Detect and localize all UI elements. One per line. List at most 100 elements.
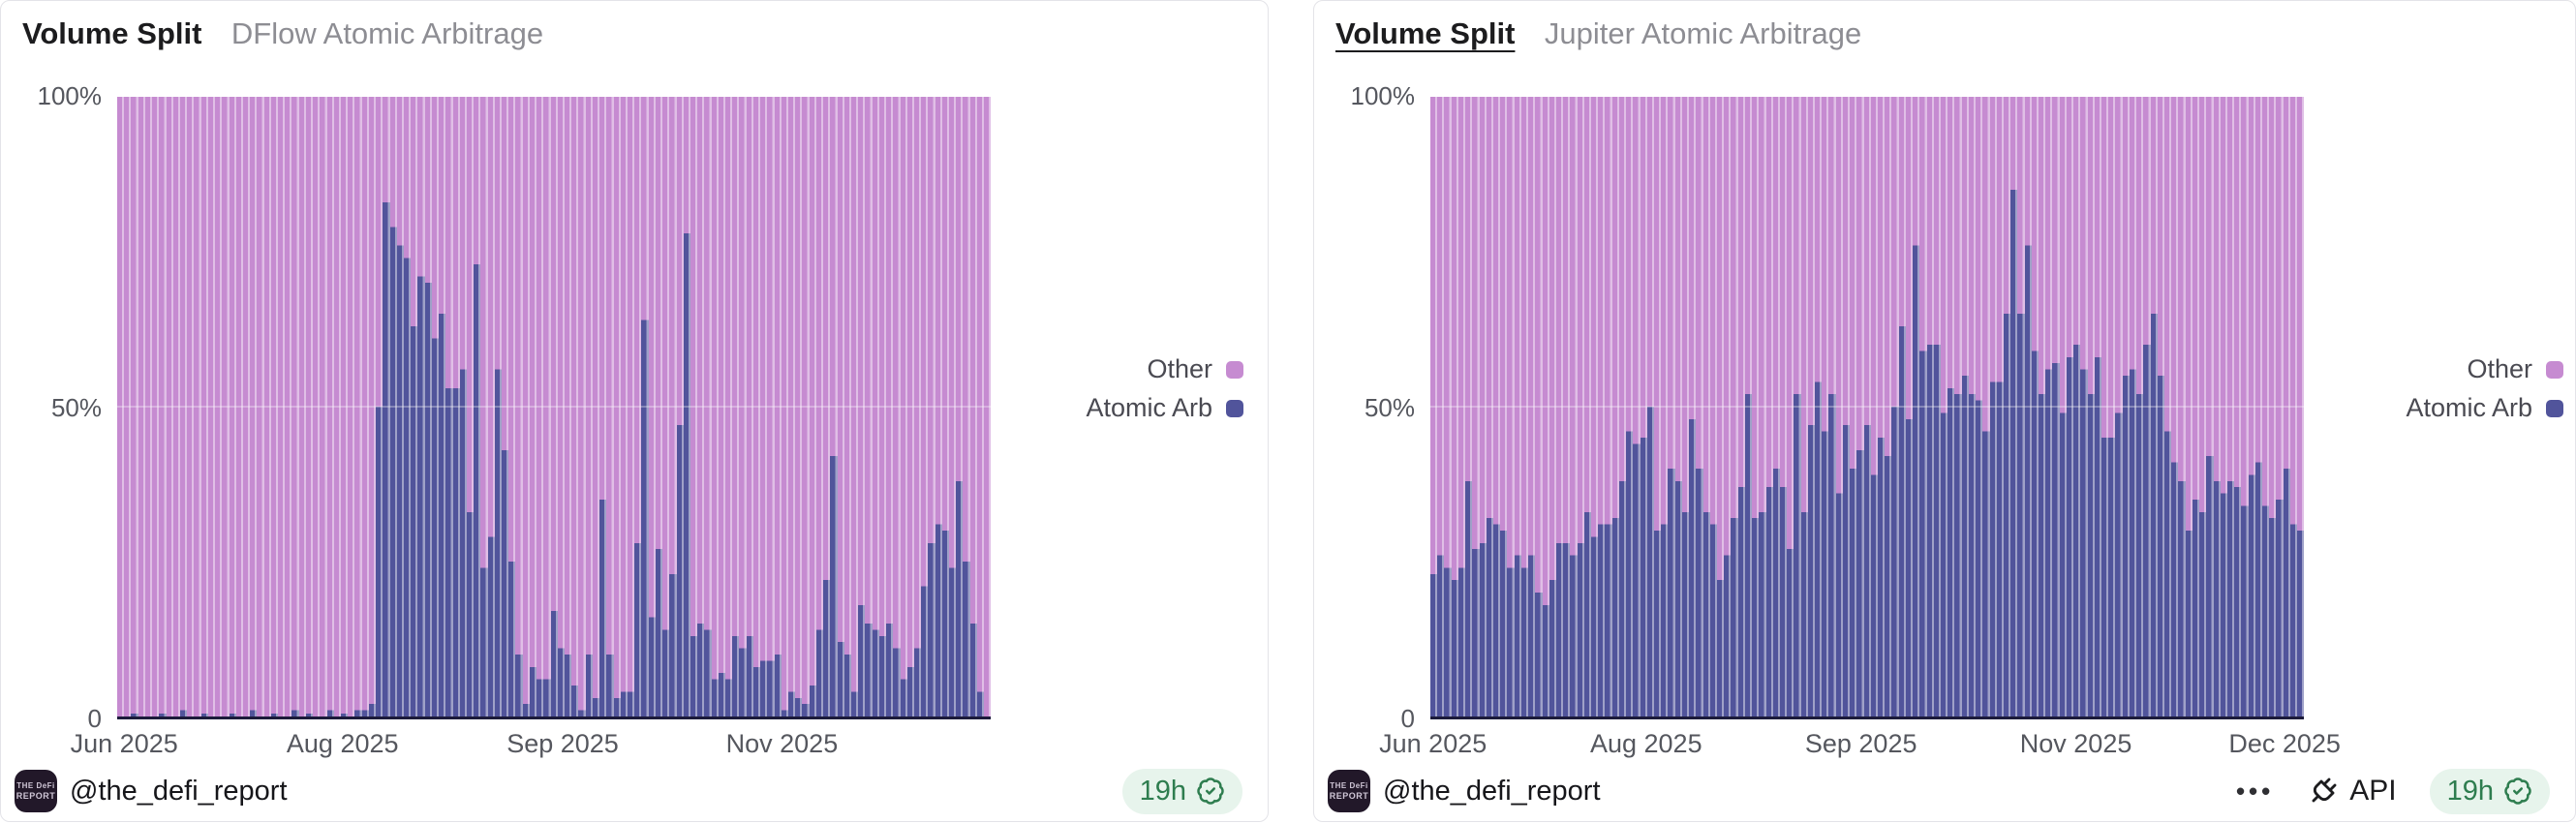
legend-item-other[interactable]: Other — [1086, 354, 1243, 384]
stacked-bar[interactable] — [144, 97, 153, 716]
stacked-bar[interactable] — [1870, 97, 1878, 716]
stacked-bar[interactable] — [403, 97, 412, 716]
stacked-bar[interactable] — [1772, 97, 1780, 716]
stacked-bar[interactable] — [2163, 97, 2172, 716]
stacked-bar[interactable] — [906, 97, 914, 716]
stacked-bar[interactable] — [872, 97, 879, 716]
stacked-bar[interactable] — [431, 97, 440, 716]
stacked-bar[interactable] — [1794, 97, 1801, 716]
stacked-bar[interactable] — [2122, 97, 2130, 716]
stacked-bar[interactable] — [1835, 97, 1843, 716]
stacked-bar[interactable] — [809, 97, 816, 716]
stacked-bar[interactable] — [1709, 97, 1717, 716]
age-badge[interactable]: 19h — [1121, 768, 1242, 814]
stacked-bar[interactable] — [2150, 97, 2158, 716]
stacked-bar[interactable] — [494, 97, 503, 716]
stacked-bar[interactable] — [326, 97, 334, 716]
stacked-bar[interactable] — [1878, 97, 1886, 716]
stacked-bar[interactable] — [2115, 97, 2123, 716]
stacked-bar[interactable] — [815, 97, 824, 716]
stacked-bar[interactable] — [529, 97, 537, 716]
stacked-bar[interactable] — [298, 97, 306, 716]
stacked-bar[interactable] — [2031, 97, 2039, 716]
stacked-bar[interactable] — [1779, 97, 1788, 716]
stacked-bar[interactable] — [2066, 97, 2074, 716]
stacked-bar[interactable] — [2248, 97, 2255, 716]
stacked-bar[interactable] — [138, 97, 145, 716]
attribution[interactable]: THE DeFi REPORT @the_defi_report — [1328, 770, 1601, 812]
stacked-bar[interactable] — [2017, 97, 2025, 716]
stacked-bar[interactable] — [913, 97, 922, 716]
stacked-bar[interactable] — [1940, 97, 1948, 716]
stacked-bar[interactable] — [522, 97, 530, 716]
stacked-bar[interactable] — [893, 97, 901, 716]
stacked-bar[interactable] — [781, 97, 788, 716]
stacked-bar[interactable] — [949, 97, 957, 716]
stacked-bar[interactable] — [1731, 97, 1738, 716]
stacked-bar[interactable] — [634, 97, 642, 716]
stacked-bar[interactable] — [2087, 97, 2095, 716]
stacked-bar[interactable] — [207, 97, 216, 716]
stacked-bar[interactable] — [746, 97, 753, 716]
stacked-bar[interactable] — [2108, 97, 2116, 716]
stacked-bar[interactable] — [263, 97, 271, 716]
stacked-bar[interactable] — [222, 97, 230, 716]
stacked-bar[interactable] — [537, 97, 544, 716]
stacked-bar[interactable] — [2003, 97, 2011, 716]
stacked-bar[interactable] — [837, 97, 844, 716]
stacked-bar[interactable] — [2226, 97, 2235, 716]
stacked-bar[interactable] — [2220, 97, 2227, 716]
stacked-bar[interactable] — [683, 97, 690, 716]
stacked-bar[interactable] — [1815, 97, 1823, 716]
stacked-bar[interactable] — [767, 97, 775, 716]
stacked-bar[interactable] — [466, 97, 475, 716]
stacked-bar[interactable] — [480, 97, 488, 716]
stacked-bar[interactable] — [1472, 97, 1480, 716]
stacked-bar[interactable] — [1633, 97, 1641, 716]
stacked-bar[interactable] — [1926, 97, 1934, 716]
stacked-bar[interactable] — [313, 97, 321, 716]
stacked-bar[interactable] — [1626, 97, 1634, 716]
stacked-bar[interactable] — [976, 97, 985, 716]
stacked-bar[interactable] — [578, 97, 586, 716]
stacked-bar[interactable] — [1618, 97, 1627, 716]
stacked-bar[interactable] — [474, 97, 481, 716]
stacked-bar[interactable] — [341, 97, 349, 716]
stacked-bar[interactable] — [2262, 97, 2270, 716]
stacked-bar[interactable] — [1646, 97, 1654, 716]
stacked-bar[interactable] — [1800, 97, 1808, 716]
bars[interactable] — [117, 97, 992, 716]
stacked-bar[interactable] — [348, 97, 355, 716]
stacked-bar[interactable] — [487, 97, 495, 716]
stacked-bar[interactable] — [613, 97, 621, 716]
stacked-bar[interactable] — [850, 97, 859, 716]
stacked-bar[interactable] — [599, 97, 607, 716]
stacked-bar[interactable] — [2192, 97, 2200, 716]
stacked-bar[interactable] — [2136, 97, 2144, 716]
stacked-bar[interactable] — [235, 97, 243, 716]
stacked-bar[interactable] — [2157, 97, 2164, 716]
stacked-bar[interactable] — [956, 97, 964, 716]
stacked-bar[interactable] — [774, 97, 782, 716]
stacked-bar[interactable] — [1492, 97, 1501, 716]
stacked-bar[interactable] — [1520, 97, 1529, 716]
stacked-bar[interactable] — [557, 97, 565, 716]
stacked-bar[interactable] — [921, 97, 929, 716]
stacked-bar[interactable] — [1549, 97, 1556, 716]
stacked-bar[interactable] — [2276, 97, 2284, 716]
stacked-bar[interactable] — [571, 97, 579, 716]
stacked-bar[interactable] — [1570, 97, 1578, 716]
stacked-bar[interactable] — [1947, 97, 1955, 716]
stacked-bar[interactable] — [270, 97, 279, 716]
stacked-bar[interactable] — [662, 97, 670, 716]
stacked-bar[interactable] — [1528, 97, 1536, 716]
stacked-bar[interactable] — [1577, 97, 1584, 716]
stacked-bar[interactable] — [725, 97, 733, 716]
stacked-bar[interactable] — [1828, 97, 1836, 716]
stacked-bar[interactable] — [2283, 97, 2290, 716]
stacked-bar[interactable] — [1451, 97, 1458, 716]
stacked-bar[interactable] — [969, 97, 977, 716]
api-button[interactable]: API — [2307, 775, 2397, 808]
plot-area[interactable] — [117, 97, 992, 719]
legend-item-atomic-arb[interactable]: Atomic Arb — [1086, 393, 1243, 423]
